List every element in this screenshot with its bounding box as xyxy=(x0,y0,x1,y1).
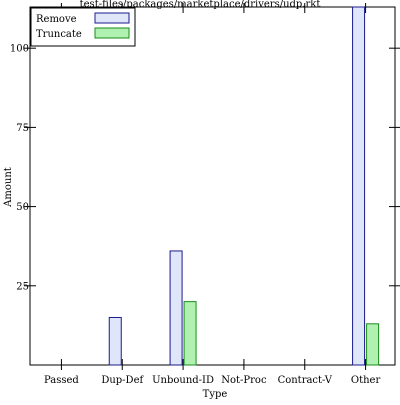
x-tick-label: Contract-V xyxy=(278,375,333,386)
y-tick-label: 25 xyxy=(16,281,29,292)
legend: Remove Truncate xyxy=(30,7,136,47)
x-axis-label: Type xyxy=(203,389,228,400)
x-tick-label: Passed xyxy=(44,375,79,386)
x-tick-label: Other xyxy=(351,375,381,386)
bar-remove xyxy=(352,6,366,366)
bar-remove xyxy=(169,250,183,366)
legend-label: Truncate xyxy=(36,29,82,40)
y-tick-label: 100 xyxy=(10,44,29,55)
bar-truncate xyxy=(183,301,197,366)
x-tick-label: Dup-Def xyxy=(101,375,144,386)
bar-remove xyxy=(108,316,122,366)
x-tick-label: Unbound-ID xyxy=(152,375,214,386)
bar-truncate xyxy=(366,323,380,366)
chart-title: test-files/packages/marketplace/drivers/… xyxy=(80,0,321,10)
x-ticks: Passed Dup-Def Unbound-ID Not-Proc Contract-… xyxy=(44,3,380,386)
plot-frame xyxy=(29,6,396,366)
legend-label: Remove xyxy=(36,14,77,25)
y-ticks: 25 50 75 100 xyxy=(10,44,400,292)
legend-swatch xyxy=(94,27,130,39)
y-tick-label: 75 xyxy=(16,123,29,134)
y-axis-label: Amount xyxy=(3,167,14,208)
x-tick-label: Not-Proc xyxy=(221,375,267,386)
y-tick-label: 50 xyxy=(16,202,29,213)
bars xyxy=(108,6,380,366)
legend-swatch xyxy=(94,12,130,24)
